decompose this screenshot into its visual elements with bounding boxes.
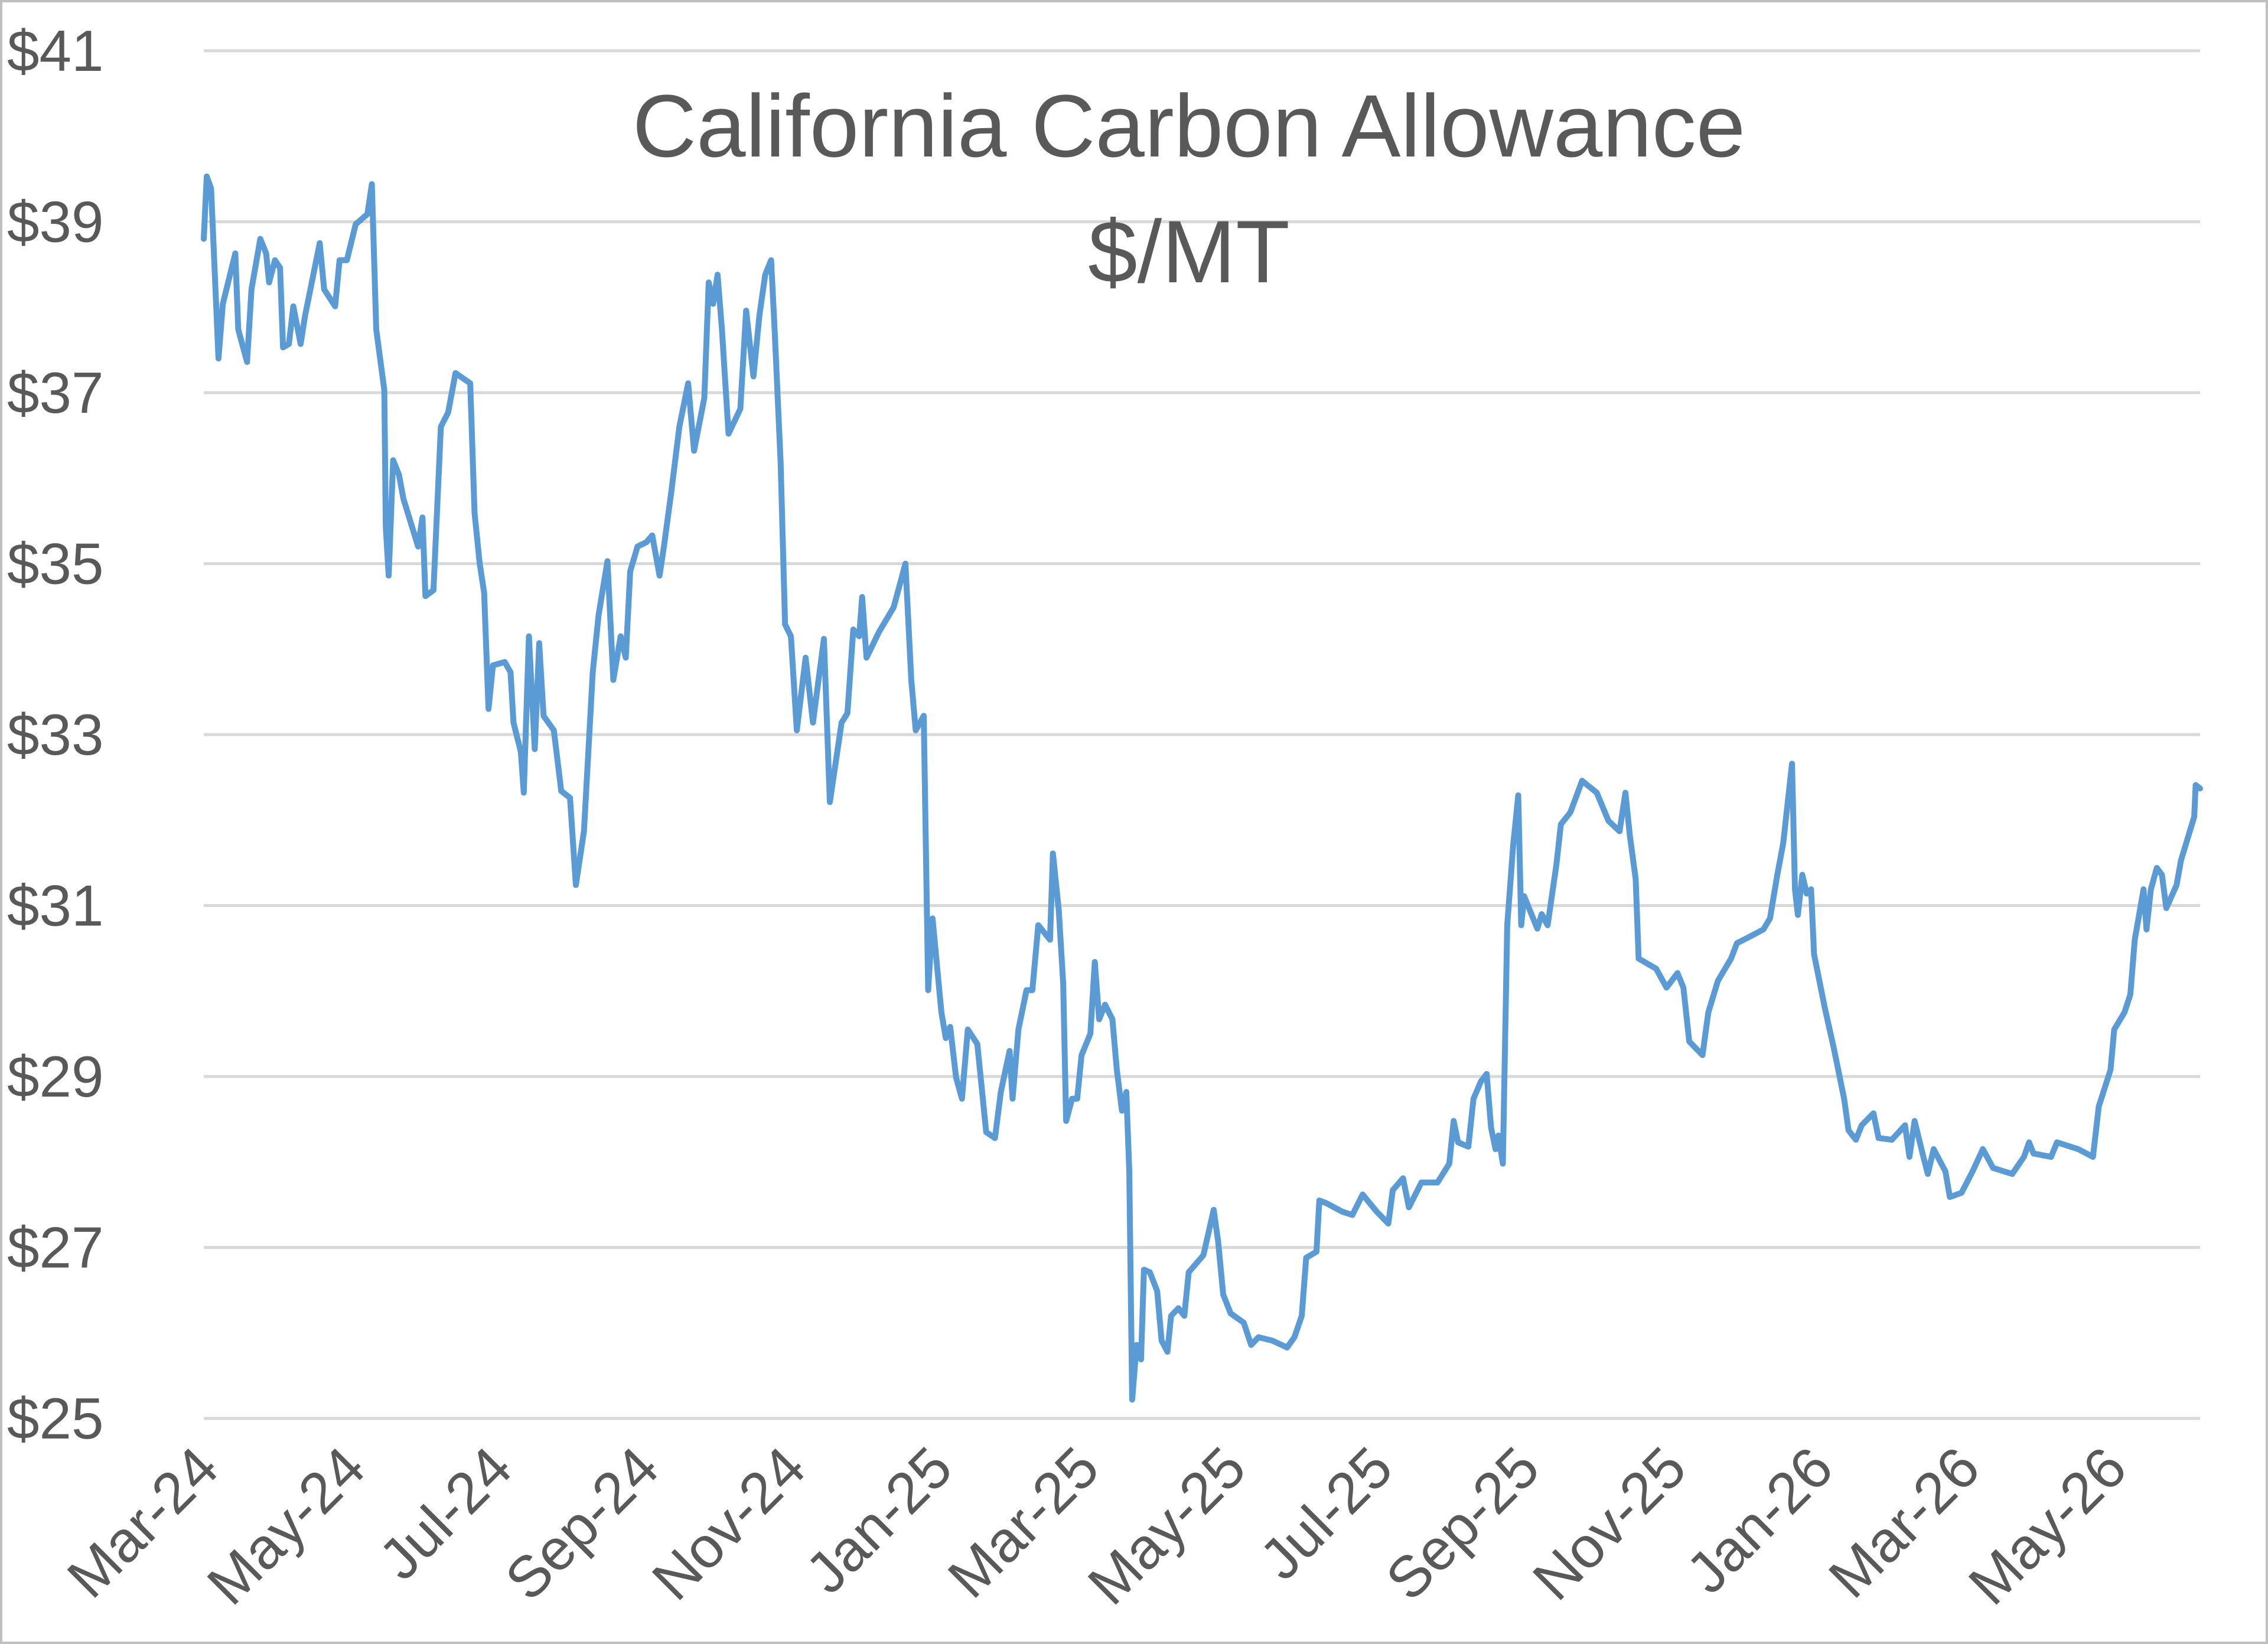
y-tick-label: $29 bbox=[7, 1044, 104, 1109]
y-tick-label: $33 bbox=[7, 702, 104, 767]
y-tick-label: $41 bbox=[7, 18, 104, 83]
plot-area bbox=[201, 173, 2203, 1403]
y-tick-label: $39 bbox=[7, 190, 104, 255]
y-tick-label: $31 bbox=[7, 873, 104, 938]
y-tick-label: $25 bbox=[7, 1386, 104, 1451]
y-tick-label: $35 bbox=[7, 531, 104, 596]
grid bbox=[204, 49, 2200, 1420]
y-tick-label: $37 bbox=[7, 360, 104, 425]
chart-subtitle: $/MT bbox=[1088, 202, 1290, 301]
y-tick-label: $27 bbox=[7, 1215, 104, 1280]
data-line bbox=[201, 173, 2203, 1403]
chart-title: California Carbon Allowance bbox=[633, 76, 1745, 175]
